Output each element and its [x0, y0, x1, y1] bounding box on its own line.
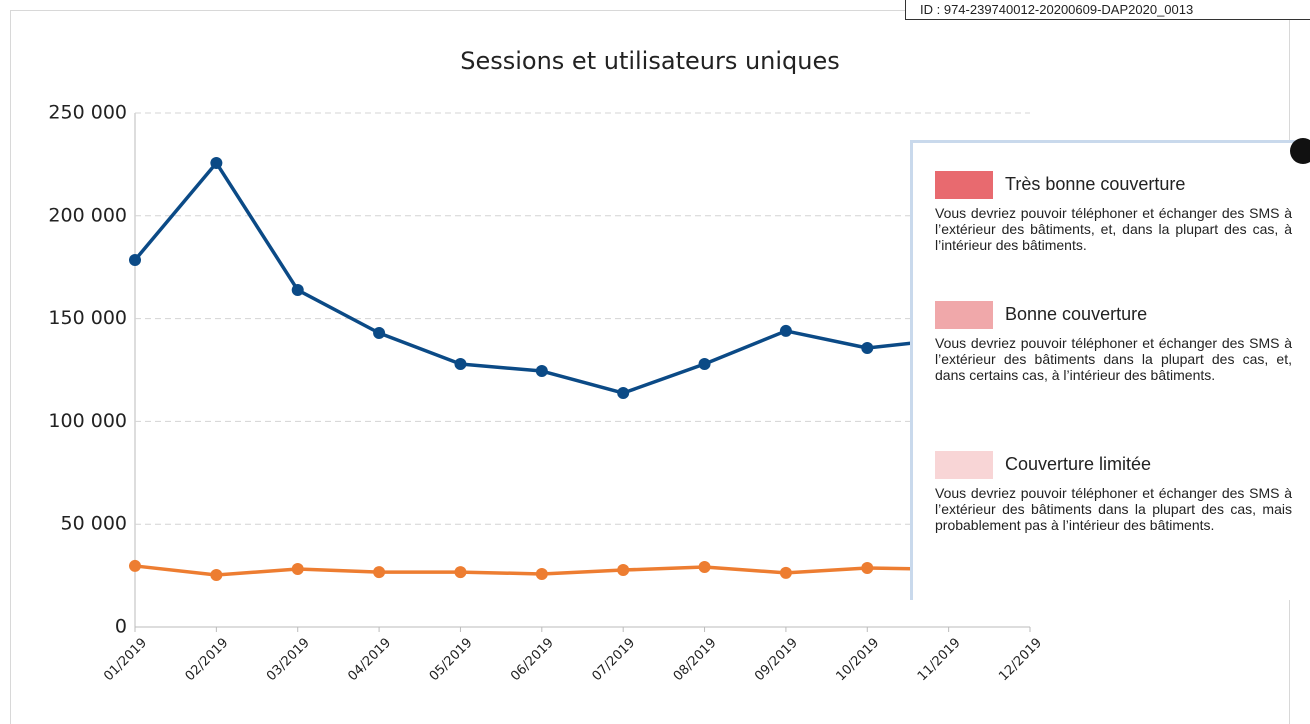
x-tick-label: 09/2019	[752, 635, 801, 684]
x-tick-label: 12/2019	[996, 635, 1045, 684]
data-point	[617, 387, 630, 400]
color-swatch	[935, 451, 993, 479]
data-point	[291, 284, 304, 297]
data-point	[210, 156, 223, 169]
x-tick-label: 06/2019	[508, 635, 557, 684]
legend-title: Bonne couverture	[1005, 304, 1148, 324]
x-tick-label: 04/2019	[345, 635, 394, 684]
data-point	[861, 561, 874, 574]
y-tick-label: 100 000	[48, 410, 127, 432]
x-tick-label: 07/2019	[589, 635, 638, 684]
x-tick-label: 05/2019	[427, 635, 476, 684]
series-line	[133, 161, 949, 395]
id-label: ID : 974-239740012-20200609-DAP2020_0013	[905, 0, 1310, 20]
data-point	[454, 566, 467, 579]
x-tick-label: 08/2019	[671, 635, 720, 684]
data-point	[698, 358, 711, 371]
legend-text: Vous devriez pouvoir téléphoner et échan…	[935, 485, 1292, 533]
data-point	[698, 560, 711, 573]
y-tick-label: 0	[115, 616, 127, 638]
data-point	[129, 559, 141, 572]
close-button[interactable]	[1290, 138, 1310, 164]
color-swatch	[935, 301, 993, 329]
y-tick-label: 250 000	[48, 102, 127, 124]
legend-text: Vous devriez pouvoir téléphoner et échan…	[935, 205, 1292, 253]
data-point	[210, 568, 223, 581]
legend-text: Vous devriez pouvoir téléphoner et échan…	[935, 335, 1292, 383]
legend-popup: Très bonne couverture Vous devriez pouvoi…	[910, 140, 1310, 600]
data-point	[291, 563, 304, 576]
legend-title: Couverture limitée	[1005, 454, 1152, 474]
x-tick-label: 02/2019	[183, 635, 232, 684]
data-point	[617, 564, 630, 577]
data-point	[861, 342, 874, 355]
y-tick-label: 50 000	[61, 513, 127, 535]
data-point	[535, 567, 548, 580]
data-point	[535, 365, 548, 378]
data-point	[454, 358, 467, 371]
x-tick-label: 01/2019	[101, 635, 150, 684]
y-tick-label: 200 000	[48, 204, 127, 226]
x-tick-label: 10/2019	[834, 635, 883, 684]
chart-title: Sessions et utilisateurs uniques	[460, 47, 840, 75]
x-tick-label: 03/2019	[264, 635, 313, 684]
x-tick-label: 11/2019	[915, 635, 964, 684]
color-swatch	[935, 171, 993, 199]
data-point	[129, 254, 141, 267]
data-point	[779, 324, 792, 337]
y-tick-label: 150 000	[48, 307, 127, 329]
data-point	[373, 326, 386, 339]
data-point	[373, 566, 386, 579]
data-point	[779, 566, 792, 579]
legend-title: Très bonne couverture	[1005, 174, 1186, 194]
